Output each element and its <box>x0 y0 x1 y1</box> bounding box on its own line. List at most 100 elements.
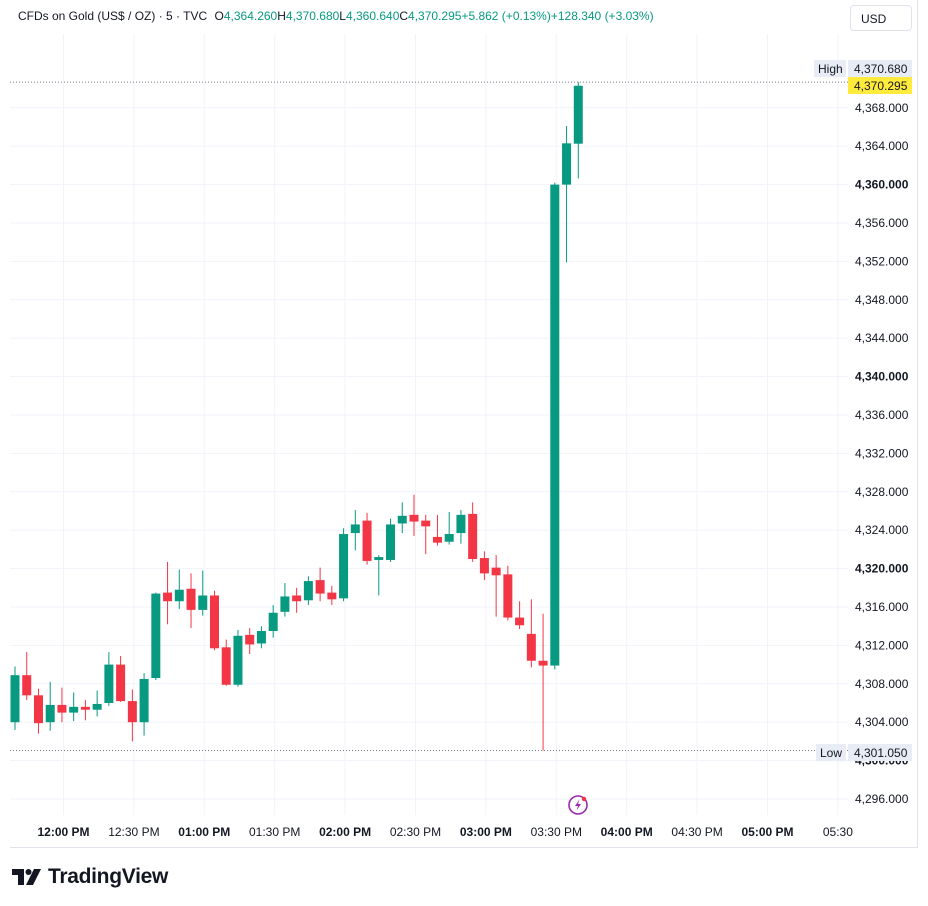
close-value: 4,370.295 <box>408 9 462 23</box>
price-tick-label: 4,352.000 <box>855 254 909 268</box>
candle-body <box>69 706 79 713</box>
high-badge-value: 4,370.680 <box>854 62 908 76</box>
low-label: L <box>339 9 346 23</box>
candle-body <box>174 589 184 602</box>
candle-body <box>245 634 255 645</box>
candle-body <box>362 520 372 561</box>
candle-body <box>339 534 349 599</box>
price-tick-label: 4,336.000 <box>855 408 909 422</box>
candle-body <box>233 635 243 685</box>
price-tick-label: 4,344.000 <box>855 331 909 345</box>
candle-body <box>350 524 360 534</box>
candle-body <box>198 595 208 610</box>
open-value: 4,364.260 <box>223 9 278 23</box>
candle-body <box>139 679 149 723</box>
price-tick-label: 4,308.000 <box>855 677 909 691</box>
price-tick-label: 4,332.000 <box>855 446 909 460</box>
time-tick-label: 12:00 PM <box>37 825 89 839</box>
price-tick-label: 4,296.000 <box>855 792 909 806</box>
candle-body <box>386 524 396 560</box>
price-tick-label: 4,324.000 <box>855 523 909 537</box>
candle-body <box>33 695 43 724</box>
symbol-legend: CFDs on Gold (US$ / OZ) · 5 · TVC O4,364… <box>18 9 654 23</box>
candle-body <box>432 536 442 543</box>
candle-body <box>151 593 161 679</box>
candle-body <box>491 567 501 576</box>
last-price-badge: 4,370.295 <box>854 79 908 93</box>
high-label: H <box>277 9 286 23</box>
price-tick-label: 4,364.000 <box>855 139 909 153</box>
currency-button[interactable]: USD <box>850 5 912 31</box>
candle-body <box>315 580 325 594</box>
candle-body <box>456 514 466 534</box>
candle-body <box>573 85 583 144</box>
time-tick-label: 02:30 PM <box>390 825 441 839</box>
symbol-name[interactable]: CFDs on Gold (US$ / OZ) · 5 · TVC <box>18 9 208 23</box>
brand-name: TradingView <box>48 865 169 888</box>
candle-body <box>268 612 278 631</box>
candle-body <box>221 647 231 685</box>
tradingview-logo-icon <box>12 869 41 885</box>
time-tick-label: 04:30 PM <box>671 825 722 839</box>
price-tick-label: 4,328.000 <box>855 485 909 499</box>
candle-body <box>45 704 55 723</box>
high-badge-value-bg <box>848 60 912 77</box>
price-axis[interactable]: 4,296.0004,300.0004,304.0004,308.0004,31… <box>855 101 909 806</box>
candle-body <box>421 520 431 527</box>
lightning-icon[interactable] <box>568 795 588 815</box>
candle-body <box>280 596 290 612</box>
high-badge-label-bg <box>814 60 846 77</box>
time-tick-label: 05:00 PM <box>741 825 793 839</box>
price-badges: High 4,370.680 4,370.295 Low 4,301.050 <box>814 60 912 761</box>
last-price-badge-bg <box>848 77 912 94</box>
time-tick-label: 05:30 <box>823 825 853 839</box>
candle-body <box>503 574 513 618</box>
change-value: +5.862 (+0.13%) <box>461 9 551 23</box>
tradingview-logo[interactable]: TradingView <box>12 865 169 888</box>
candle-body <box>209 595 219 649</box>
candle-body <box>479 558 489 574</box>
price-tick-label: 4,368.000 <box>855 101 909 115</box>
candle-body <box>526 633 536 661</box>
chart-frame <box>10 0 918 848</box>
candle-body <box>444 534 454 542</box>
time-tick-label: 02:00 PM <box>319 825 371 839</box>
candle-body <box>292 595 302 602</box>
candle-body <box>92 703 102 710</box>
price-tick-label: 4,360.000 <box>855 178 909 192</box>
reference-lines <box>10 81 848 752</box>
close-label: C <box>399 9 409 23</box>
price-tick-label: 4,316.000 <box>855 600 909 614</box>
time-tick-label: 01:30 PM <box>249 825 300 839</box>
candle-body <box>10 675 20 723</box>
price-tick-label: 4,304.000 <box>855 715 909 729</box>
candle-body <box>538 660 548 666</box>
candle-body <box>303 581 313 601</box>
price-tick-label: 4,320.000 <box>855 562 909 576</box>
candle-body <box>327 592 337 600</box>
candle-body <box>515 617 525 626</box>
time-tick-label: 04:00 PM <box>601 825 653 839</box>
low-badge-value-bg <box>848 744 912 761</box>
time-tick-label: 01:00 PM <box>178 825 230 839</box>
candle-body <box>562 143 572 185</box>
candle-body <box>468 513 478 559</box>
candle-body <box>409 514 419 522</box>
candle-body <box>397 515 407 524</box>
time-axis[interactable]: 12:00 PM 12:30 PM 01:00 PM 01:30 PM 02:00 PM… <box>37 825 853 839</box>
candle-body <box>127 701 137 723</box>
candle-body <box>163 592 173 602</box>
candle-body <box>256 631 266 644</box>
open-label: O <box>214 9 224 23</box>
candle-body <box>104 664 114 703</box>
price-tick-label: 4,312.000 <box>855 638 909 652</box>
high-value: 4,370.680 <box>285 9 340 23</box>
time-tick-label: 03:30 PM <box>531 825 582 839</box>
low-badge-label: Low <box>820 746 842 760</box>
candles <box>10 82 583 751</box>
candle-body <box>80 706 90 710</box>
price-tick-label: 4,348.000 <box>855 293 909 307</box>
candle-body <box>57 704 67 713</box>
candle-body <box>374 557 384 560</box>
